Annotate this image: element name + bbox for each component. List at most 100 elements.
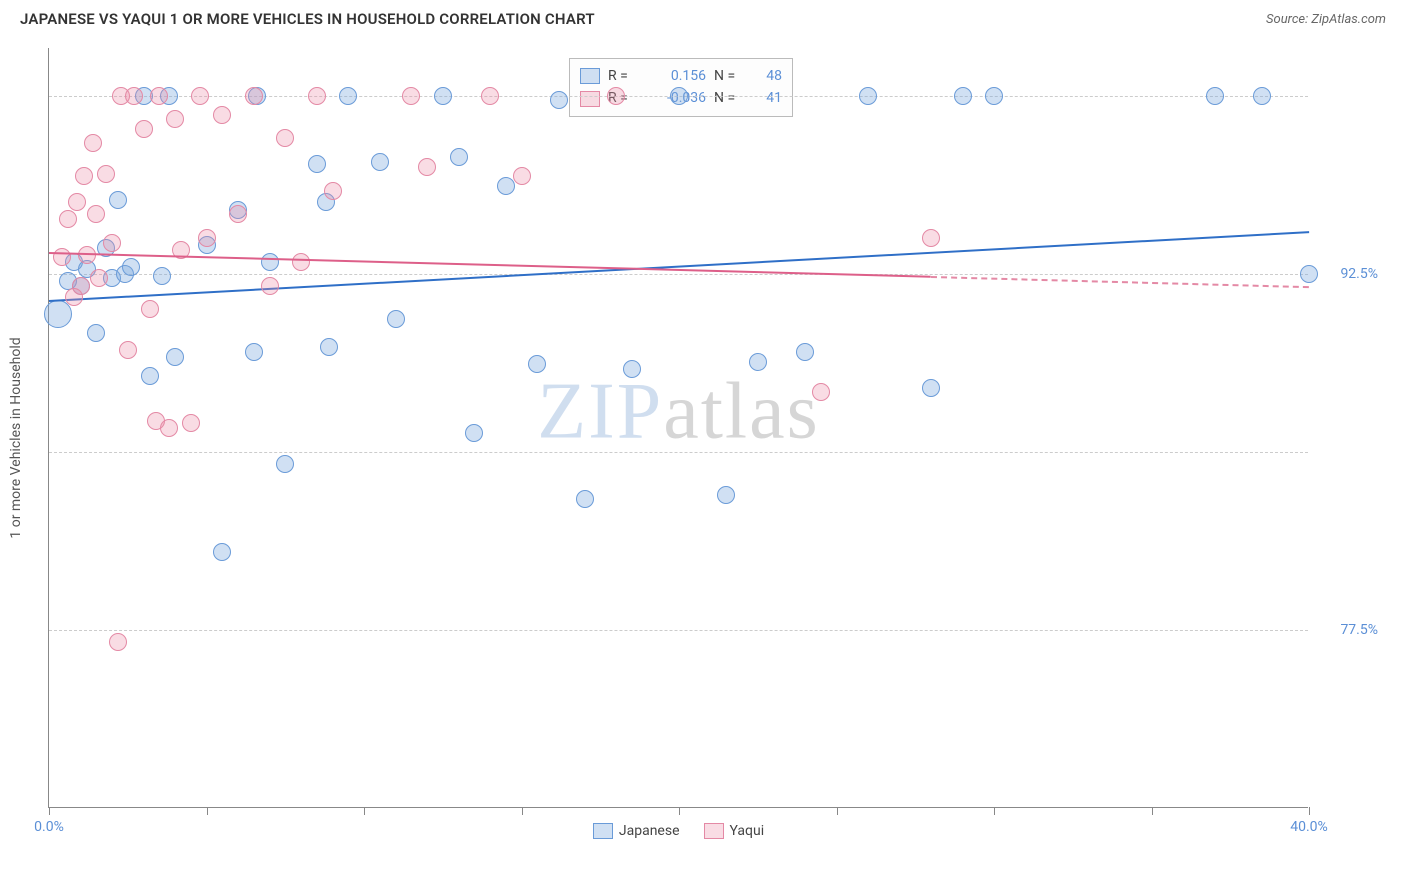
scatter-point (68, 193, 86, 211)
scatter-point (261, 277, 279, 295)
scatter-point (308, 155, 326, 173)
y-tick-label: 92.5% (1318, 266, 1378, 282)
scatter-point (623, 360, 641, 378)
x-tick (837, 807, 838, 815)
scatter-point (387, 310, 405, 328)
scatter-point (339, 87, 357, 105)
x-tick (49, 807, 50, 815)
swatch-yaqui (580, 91, 600, 107)
x-tick (679, 807, 680, 815)
n-label: N = (714, 65, 744, 87)
scatter-point (103, 234, 121, 252)
r-value-japanese: 0.156 (646, 65, 706, 87)
scatter-point (125, 87, 143, 105)
scatter-point (166, 348, 184, 366)
scatter-point (109, 633, 127, 651)
scatter-point (1253, 87, 1271, 105)
scatter-point (324, 182, 342, 200)
chart-title: JAPANESE VS YAQUI 1 OR MORE VEHICLES IN … (20, 10, 595, 28)
swatch-yaqui-icon (704, 823, 724, 839)
scatter-point (308, 87, 326, 105)
scatter-point (150, 87, 168, 105)
scatter-point (53, 248, 71, 266)
plot-area: ZIPatlas R = 0.156 N = 48 R = -0.036 N =… (48, 48, 1308, 808)
scatter-point (812, 383, 830, 401)
scatter-point (213, 543, 231, 561)
plot-container: 1 or more Vehicles in Household ZIPatlas… (48, 48, 1388, 828)
scatter-point (371, 153, 389, 171)
scatter-point (198, 229, 216, 247)
x-tick-label: 40.0% (1290, 819, 1328, 835)
scatter-point (922, 229, 940, 247)
x-tick (522, 807, 523, 815)
swatch-japanese-icon (593, 823, 613, 839)
scatter-point (191, 87, 209, 105)
scatter-point (119, 341, 137, 359)
scatter-point (245, 343, 263, 361)
scatter-point (434, 87, 452, 105)
scatter-point (528, 355, 546, 373)
watermark-zip: ZIP (537, 368, 663, 456)
scatter-point (513, 167, 531, 185)
x-tick (364, 807, 365, 815)
scatter-point (859, 87, 877, 105)
scatter-point (717, 486, 735, 504)
watermark-atlas: atlas (663, 368, 820, 456)
scatter-point (109, 191, 127, 209)
scatter-point (245, 87, 263, 105)
swatch-japanese (580, 68, 600, 84)
scatter-point (229, 205, 247, 223)
scatter-point (72, 277, 90, 295)
n-label: N = (714, 87, 744, 109)
legend-label-yaqui: Yaqui (730, 823, 765, 839)
legend-item-yaqui: Yaqui (704, 823, 765, 839)
scatter-point (418, 158, 436, 176)
scatter-point (84, 134, 102, 152)
watermark: ZIPatlas (537, 367, 820, 458)
x-tick (1309, 807, 1310, 815)
scatter-point (75, 167, 93, 185)
r-label: R = (608, 65, 638, 87)
scatter-point (182, 414, 200, 432)
legend-item-japanese: Japanese (593, 823, 680, 839)
y-tick-label: 77.5% (1318, 622, 1378, 638)
legend-label-japanese: Japanese (619, 823, 680, 839)
scatter-point (922, 379, 940, 397)
gridline-h (49, 452, 1308, 453)
scatter-point (87, 324, 105, 342)
trend-line-dashed (931, 276, 1309, 288)
scatter-point (450, 148, 468, 166)
n-value-japanese: 48 (752, 65, 782, 87)
scatter-point (213, 106, 231, 124)
scatter-point (292, 253, 310, 271)
x-tick-label: 0.0% (34, 819, 64, 835)
x-tick (1152, 807, 1153, 815)
scatter-point (954, 87, 972, 105)
scatter-point (576, 490, 594, 508)
scatter-point (320, 338, 338, 356)
n-value-yaqui: 41 (752, 87, 782, 109)
scatter-point (670, 87, 688, 105)
scatter-point (481, 87, 499, 105)
scatter-point (166, 110, 184, 128)
scatter-point (465, 424, 483, 442)
scatter-point (160, 419, 178, 437)
scatter-point (402, 87, 420, 105)
gridline-h (49, 274, 1308, 275)
chart-source: Source: ZipAtlas.com (1266, 12, 1386, 27)
scatter-point (90, 269, 108, 287)
scatter-point (985, 87, 1003, 105)
series-legend: Japanese Yaqui (49, 823, 1308, 839)
scatter-point (497, 177, 515, 195)
scatter-point (796, 343, 814, 361)
scatter-point (261, 253, 279, 271)
trend-line (49, 231, 1309, 302)
scatter-point (749, 353, 767, 371)
chart-header: JAPANESE VS YAQUI 1 OR MORE VEHICLES IN … (0, 0, 1406, 34)
scatter-point (550, 91, 568, 109)
scatter-point (607, 87, 625, 105)
scatter-point (1300, 265, 1318, 283)
legend-row-japanese: R = 0.156 N = 48 (580, 65, 782, 87)
scatter-point (122, 258, 140, 276)
y-axis-label: 1 or more Vehicles in Household (8, 337, 24, 538)
